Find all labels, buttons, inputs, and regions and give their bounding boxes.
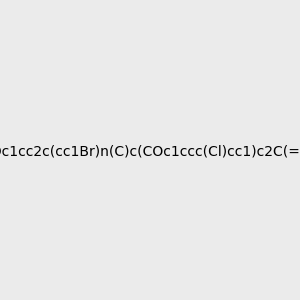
Text: COc1cc2c(cc1Br)n(C)c(COc1ccc(Cl)cc1)c2C(=O)O: COc1cc2c(cc1Br)n(C)c(COc1ccc(Cl)cc1)c2C(…	[0, 145, 300, 158]
